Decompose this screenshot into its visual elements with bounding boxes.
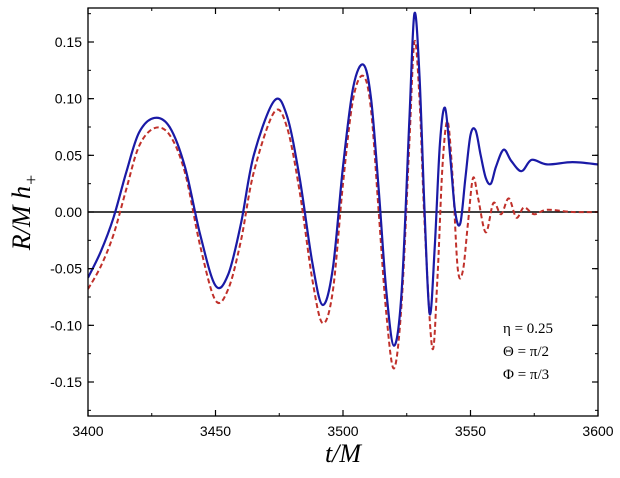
y-tick-label: 0.00 (55, 204, 82, 220)
axis-ticks: 3400 3450 3500 3550 3600 -0.15 -0.10 -0.05 0.00 0… (50, 8, 614, 439)
y-axis-title-main: R/M h (7, 186, 36, 251)
x-tick-label: 3550 (455, 423, 486, 439)
y-tick-label: -0.15 (50, 374, 82, 390)
series-solid-line (88, 11, 598, 347)
y-tick-label: -0.05 (50, 261, 82, 277)
x-tick-label: 3400 (72, 423, 103, 439)
x-tick-label: 3450 (200, 423, 231, 439)
y-tick-label: 0.05 (55, 147, 82, 163)
annotation-eta: η = 0.25 (503, 321, 553, 337)
x-tick-label: 3500 (327, 423, 358, 439)
annotation-theta: Θ = π/2 (503, 344, 549, 360)
parameter-annotations: η = 0.25 Θ = π/2 Φ = π/3 (503, 321, 553, 383)
x-axis-title: t/M (325, 439, 362, 468)
y-tick-label: 0.10 (55, 91, 82, 107)
plot-content (88, 11, 598, 370)
y-axis-title-subscript: + (21, 174, 41, 186)
x-tick-label: 3600 (582, 423, 613, 439)
y-tick-label: -0.10 (50, 317, 82, 333)
annotation-phi: Φ = π/3 (503, 367, 549, 383)
series-dashed-line (88, 39, 598, 370)
y-tick-label: 0.15 (55, 34, 82, 50)
y-axis-title: R/M h+ (7, 174, 41, 251)
